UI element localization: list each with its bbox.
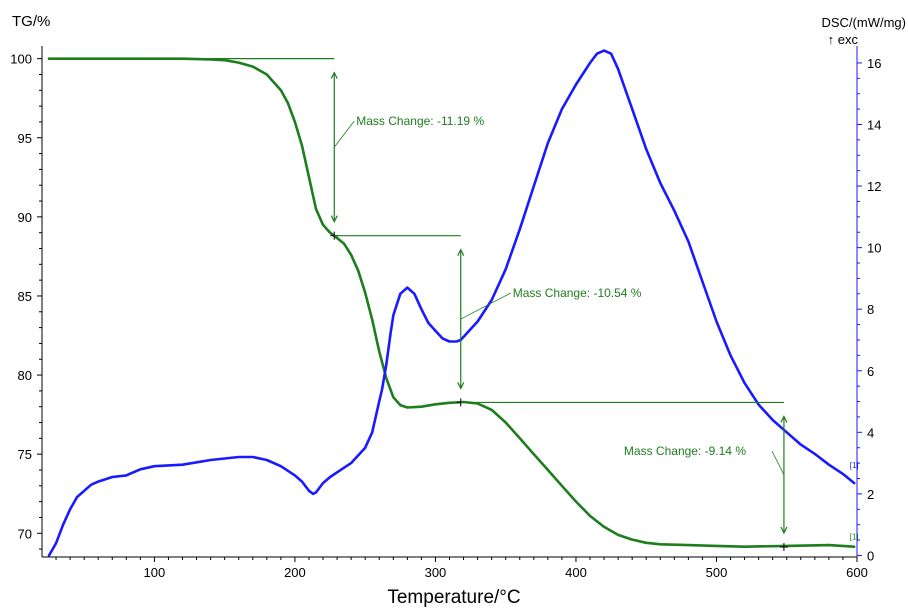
annotation-label: Mass Change: -11.19 % bbox=[356, 114, 484, 128]
y-right-tick-label: 4 bbox=[867, 425, 874, 440]
annotation-leader bbox=[771, 450, 785, 475]
tg-curve-marker: [1] bbox=[850, 533, 859, 542]
x-tick-label: 100 bbox=[144, 565, 166, 580]
annotation-layer: Mass Change: -11.19 % Mass Change: -10.54… bbox=[154, 58, 788, 552]
y-left-axis-ticks: 70 75 80 85 90 95 100 bbox=[10, 52, 42, 550]
annotation-arrowhead-down bbox=[780, 526, 788, 535]
annotation-label: Mass Change: -9.14 % bbox=[624, 444, 746, 458]
y-left-tick-label: 80 bbox=[18, 368, 32, 383]
annotation-leader bbox=[333, 120, 355, 148]
x-tick-label: 300 bbox=[425, 565, 447, 580]
y-right-tick-label: 12 bbox=[867, 179, 881, 194]
y-left-tick-label: 85 bbox=[18, 289, 32, 304]
y-right-tick-label: 10 bbox=[867, 241, 881, 256]
y-right-tick-label: 8 bbox=[867, 302, 874, 317]
y-right-tick-label: 6 bbox=[867, 364, 874, 379]
x-axis-title: Temperature/°C bbox=[387, 587, 520, 608]
annotation-arrowhead-up bbox=[457, 248, 465, 256]
dsc-curve-marker: [1] bbox=[850, 461, 859, 470]
y-left-tick-label: 100 bbox=[10, 52, 32, 67]
x-tick-label: 200 bbox=[284, 565, 306, 580]
y-right-tick-label: 2 bbox=[867, 487, 874, 502]
dsc-curve bbox=[47, 49, 856, 557]
annotation-arrowhead-down bbox=[457, 382, 465, 390]
y-right-tick-label: 0 bbox=[867, 548, 874, 563]
x-tick-label: 600 bbox=[846, 565, 868, 580]
y-left-tick-label: 95 bbox=[18, 131, 32, 146]
y-left-tick-label: 90 bbox=[18, 210, 32, 225]
annotation-arrowhead-up bbox=[330, 71, 338, 79]
y-left-axis-title: TG/% bbox=[12, 13, 50, 30]
y-right-axis-title: DSC/(mW/mg) bbox=[822, 15, 907, 30]
y-left-tick-label: 70 bbox=[18, 526, 32, 541]
x-axis-ticks: 100 200 300 400 500 600 bbox=[55, 557, 868, 580]
annotation-label: Mass Change: -10.54 % bbox=[513, 286, 642, 300]
y-right-tick-label: 14 bbox=[867, 117, 881, 132]
y-left-tick-label: 75 bbox=[18, 447, 32, 462]
x-tick-label: 500 bbox=[706, 565, 728, 580]
annotation-arrowhead-up bbox=[780, 415, 788, 423]
y-right-axis-subtitle: ↑ exc bbox=[828, 32, 859, 47]
x-tick-label: 400 bbox=[565, 565, 587, 580]
y-right-tick-label: 16 bbox=[867, 56, 881, 71]
y-right-axis-ticks: 0 2 4 6 8 10 12 14 16 bbox=[857, 56, 881, 563]
tg-curve bbox=[47, 57, 856, 549]
series-layer: [1] [1] bbox=[47, 49, 859, 557]
annotation-leader bbox=[460, 292, 511, 320]
annotation-arrowhead-down bbox=[330, 215, 338, 224]
